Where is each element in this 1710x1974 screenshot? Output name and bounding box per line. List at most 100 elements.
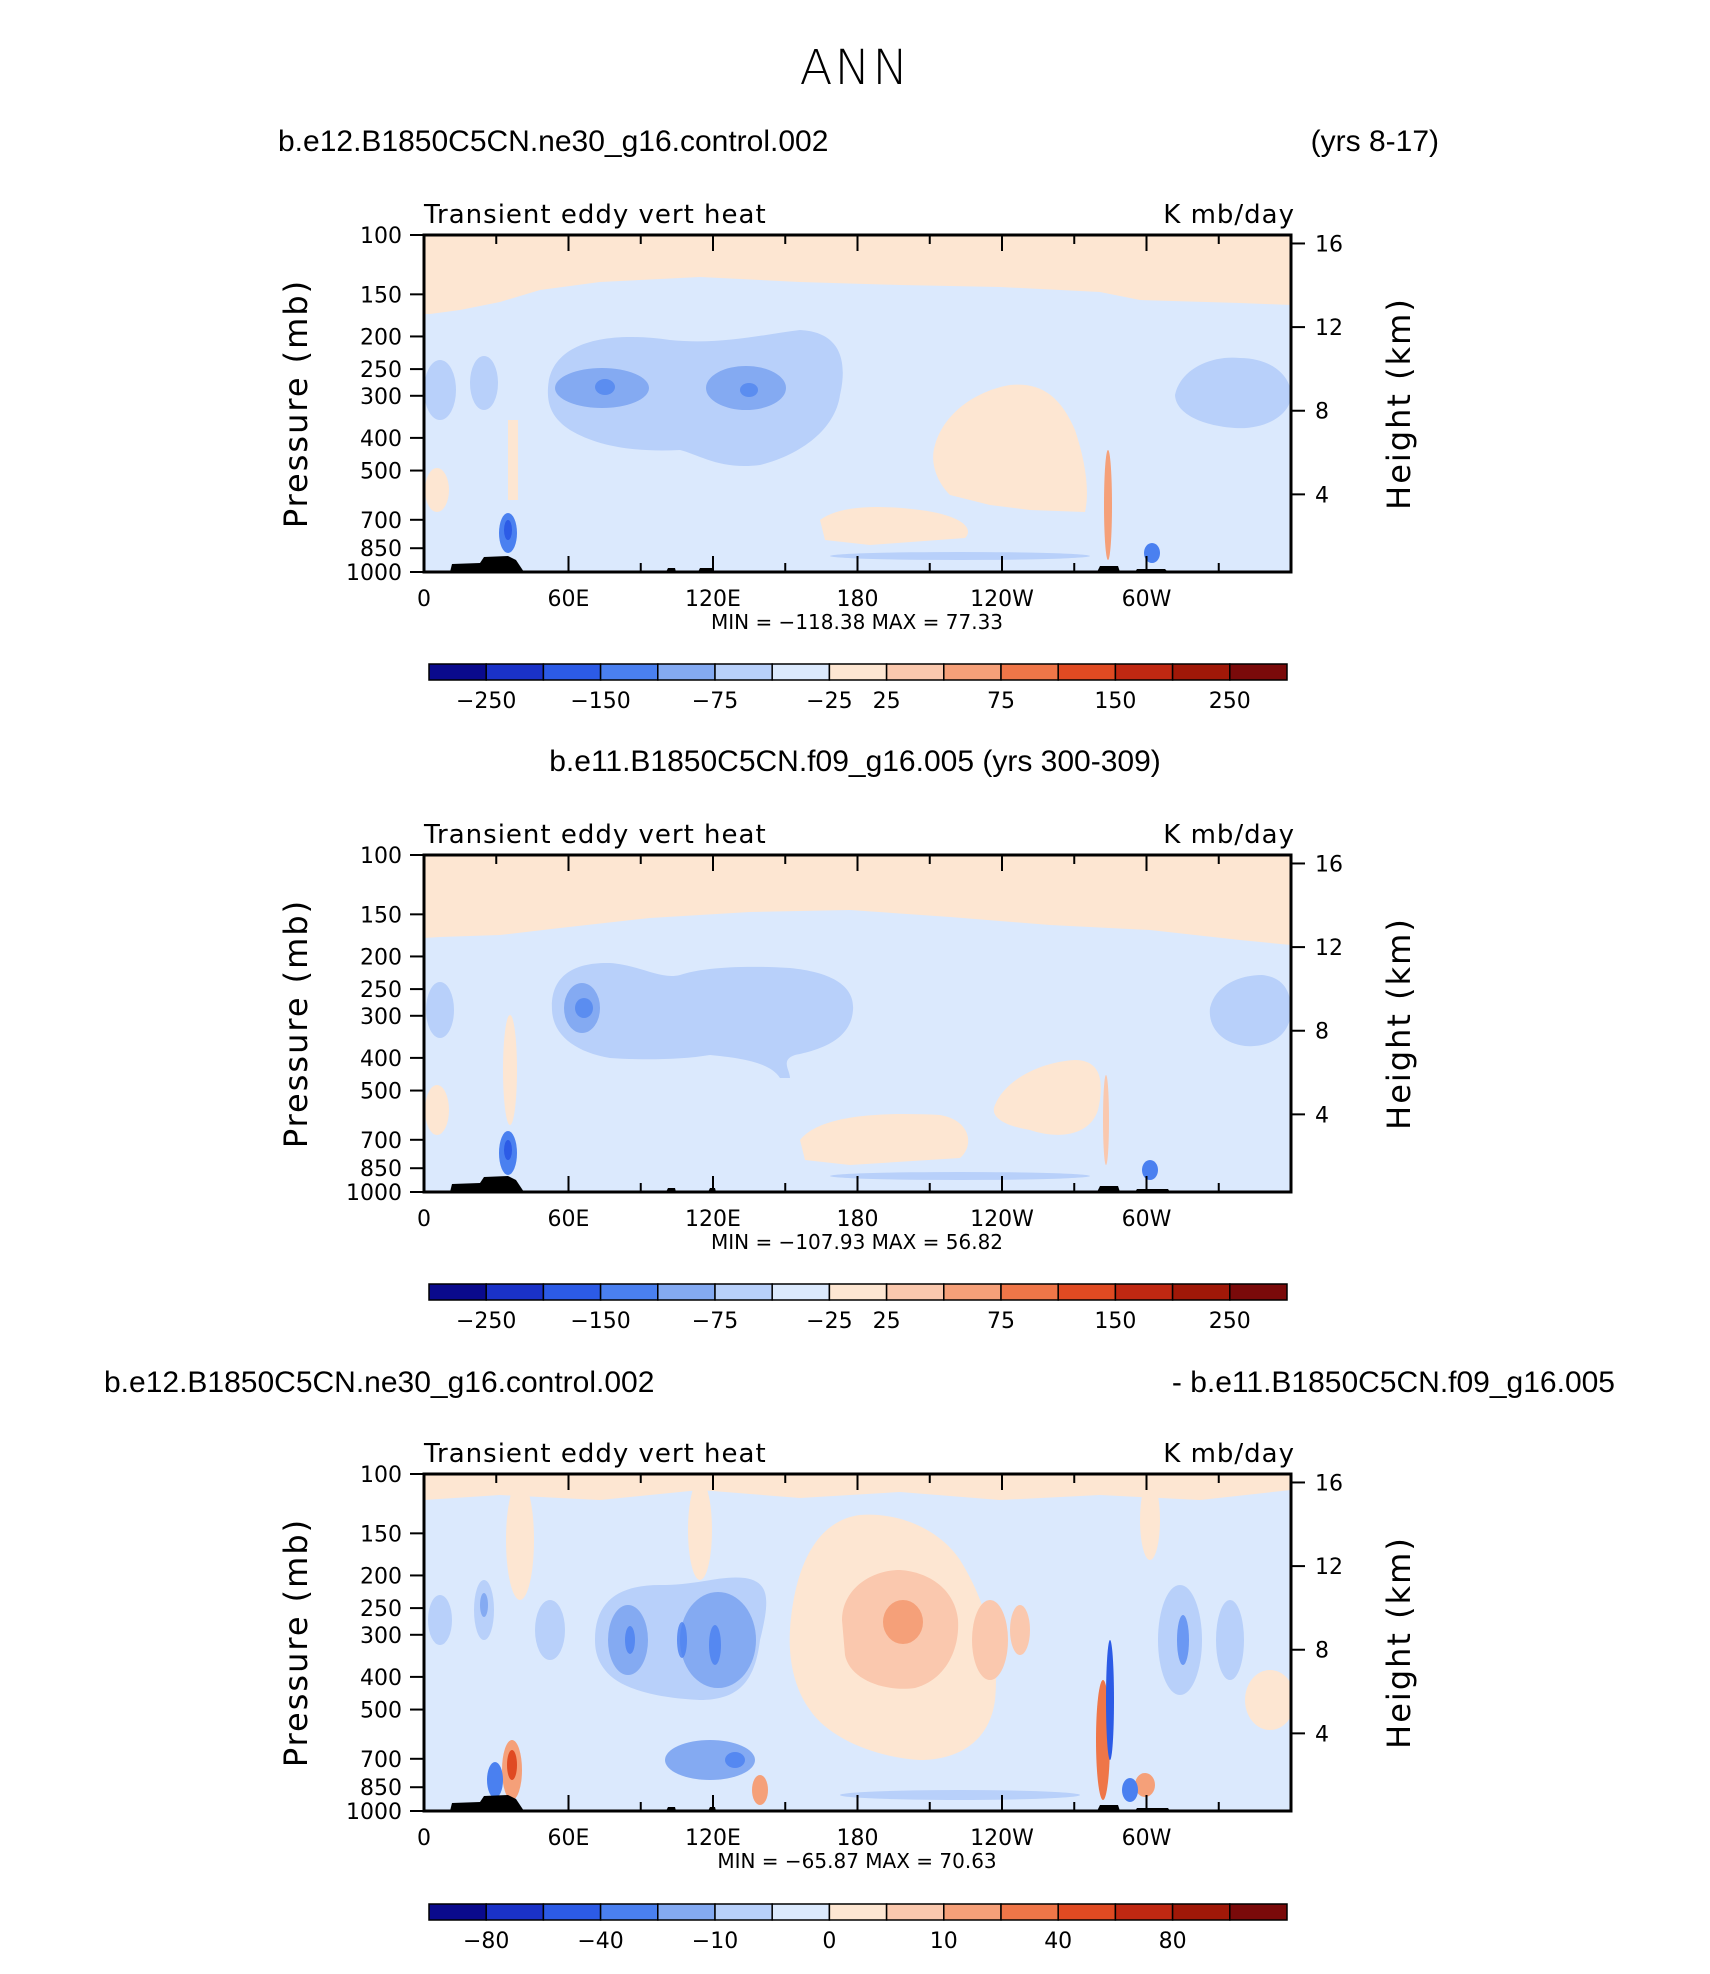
panel-3-negative-atlantic-2 — [1216, 1600, 1244, 1680]
panel-1-colorbar-box — [1114, 663, 1174, 681]
panel-1-negative-region-asia — [547, 330, 843, 467]
panel-1-y-tick-label: 150 — [360, 283, 402, 308]
panel-2-negative-andes — [1142, 1160, 1158, 1180]
panel-3-x-tick-label: 120W — [970, 1826, 1034, 1851]
panel-1-colorbar-label: 25 — [873, 689, 901, 714]
panel-3-x-tick-label: 60W — [1122, 1826, 1172, 1851]
panel-3-x-tick-label: 120E — [685, 1826, 741, 1851]
panel-2-colorbar-box — [542, 1283, 602, 1301]
panel-2-y-tick-label: 150 — [360, 903, 402, 928]
panel-3-units-label: K mb/day — [1163, 1439, 1295, 1469]
panel-3-right-title: - b.e11.B1850C5CN.f09_g16.005 — [1171, 1366, 1615, 1399]
panel-1-positive-region-pacific — [933, 384, 1087, 512]
panel-1-right-title: (yrs 8-17) — [1310, 125, 1439, 158]
panel-1-y-tick-label: 1000 — [346, 561, 402, 586]
panel-2-x-tick-label: 60E — [548, 1207, 590, 1232]
panel-2-y-tick-label: 400 — [360, 1047, 402, 1072]
panel-2-colorbar-box — [1114, 1283, 1174, 1301]
panel-2-y2-tick-label: 8 — [1315, 1020, 1329, 1045]
panel-3-y-tick-label: 100 — [360, 1463, 402, 1488]
panel-3-left-title: b.e12.B1850C5CN.ne30_g16.control.002 — [104, 1366, 655, 1399]
panel-3-stronger-negative-1 — [625, 1626, 635, 1654]
panel-1-positive-strip — [508, 420, 518, 500]
panel-3-positive-patch-3 — [1140, 1480, 1160, 1560]
panel-2-stratosphere-positive — [424, 855, 1291, 945]
panel-1-y-tick-label: 850 — [360, 537, 402, 562]
panel-1-colorbar-label: −75 — [692, 689, 738, 714]
panel-3-negative-region-low-asia — [665, 1740, 755, 1780]
panel-1-colorbar-box — [1229, 663, 1288, 681]
panel-3-colorbar-box — [1171, 1903, 1231, 1921]
panel-3-stronger-negative-2 — [677, 1622, 687, 1658]
panel-1-negative-region-atlantic — [1175, 357, 1291, 429]
panel-1-colorbar-box — [943, 663, 1002, 681]
panel-2-ylabel: Pressure (mb) — [277, 899, 315, 1148]
panel-3-y-tick-label: 200 — [360, 1564, 402, 1589]
panel-2-x-tick-label: 120E — [685, 1207, 741, 1232]
panel-1-x-tick-label: 120W — [970, 587, 1034, 612]
panel-2-colorbar-box — [771, 1283, 831, 1301]
panel-3-ylabel: Pressure (mb) — [277, 1518, 315, 1767]
panel-2-colorbar-label: 150 — [1094, 1309, 1136, 1334]
panel-2-negative-region-asia — [551, 962, 854, 1078]
panel-3-positive-patch-1 — [506, 1480, 534, 1600]
panel-3-colorbar-box — [599, 1903, 659, 1921]
panel-3-topography — [450, 1795, 1170, 1811]
panel-3-negative-blob-west-2 — [428, 1595, 452, 1645]
panel-3-colorbar-label: 10 — [930, 1929, 958, 1954]
panel-1-y-tick-label: 500 — [360, 460, 402, 485]
panel-1-colorbar-box — [485, 663, 545, 681]
panel-2-y-tick-label: 300 — [360, 1005, 402, 1030]
panel-2-negative-near-surface-core — [504, 1140, 512, 1160]
panel-1-colorbar-label: −25 — [806, 689, 852, 714]
panel-1-left-title: b.e12.B1850C5CN.ne30_g16.control.002 — [278, 125, 829, 158]
panel-3-colorbar-box — [771, 1903, 831, 1921]
panel-1-y-tick-label: 300 — [360, 385, 402, 410]
panel-1-stronger-negative-1 — [595, 379, 615, 395]
panel-3-positive-patch-2 — [688, 1480, 712, 1580]
panel-3-y-tick-label: 400 — [360, 1666, 402, 1691]
panel-3-x-tick-label: 60E — [548, 1826, 590, 1851]
panel-1-colorbar-box — [1057, 663, 1117, 681]
panel-1-negative-andes — [1144, 543, 1160, 563]
panel-1-lowlevel-negative-strip — [830, 552, 1090, 560]
panel-2-y2-tick-label: 4 — [1315, 1103, 1329, 1128]
panel-3-colorbar-label: 80 — [1159, 1929, 1187, 1954]
panel-2-stronger-negative-1 — [575, 998, 593, 1018]
panel-3-colorbar-box — [1114, 1903, 1174, 1921]
panel-1-colorbar-box — [885, 663, 945, 681]
panel-2-y-tick-label: 200 — [360, 945, 402, 970]
panel-3 — [424, 1474, 1291, 1811]
panel-2-colorbar-box — [428, 1283, 487, 1301]
panel-1-colorbar-label: −250 — [456, 689, 516, 714]
panel-2-colorbar-box — [1000, 1283, 1059, 1301]
panel-3-y-tick-label: 150 — [360, 1522, 402, 1547]
panel-2-positive-strip — [503, 1015, 517, 1125]
panel-1-colorbar-box — [1171, 663, 1231, 681]
panel-2-y2label: Height (km) — [1380, 917, 1418, 1130]
panel-3-y2-tick-label: 12 — [1315, 1555, 1343, 1580]
panel-3-y-tick-label: 700 — [360, 1748, 402, 1773]
panel-3-colorbar-label: −10 — [692, 1929, 738, 1954]
panel-1-y2-tick-label: 12 — [1315, 316, 1343, 341]
panel-3-y-tick-label: 850 — [360, 1776, 402, 1801]
panel-3-colorbar-label: −40 — [577, 1929, 623, 1954]
panel-3-positive-atlantic — [1245, 1670, 1291, 1730]
panel-2-colorbar-box — [943, 1283, 1002, 1301]
panel-3-colorbar-label: 0 — [822, 1929, 836, 1954]
panel-3-colorbar-box — [657, 1903, 716, 1921]
panel-1-x-tick-label: 120E — [685, 587, 741, 612]
panel-2-y2-tick-label: 12 — [1315, 936, 1343, 961]
panel-2-variable-label: Transient eddy vert heat — [423, 820, 767, 850]
panel-1-y2-tick-label: 4 — [1315, 483, 1329, 508]
panel-3-colorbar-box — [1057, 1903, 1117, 1921]
panel-2-colorbar-label: −150 — [570, 1309, 630, 1334]
panel-2-colorbar-box — [828, 1283, 888, 1301]
panel-2-y-tick-label: 100 — [360, 844, 402, 869]
panel-2-negative-region-atlantic — [1209, 975, 1291, 1047]
panel-3-colorbar-box — [828, 1903, 888, 1921]
panel-3-y-tick-label: 500 — [360, 1699, 402, 1724]
panel-1-x-tick-label: 180 — [837, 587, 879, 612]
panel-3-y-tick-label: 300 — [360, 1624, 402, 1649]
panel-1-stats: MIN = −118.38 MAX = 77.33 — [711, 610, 1003, 634]
